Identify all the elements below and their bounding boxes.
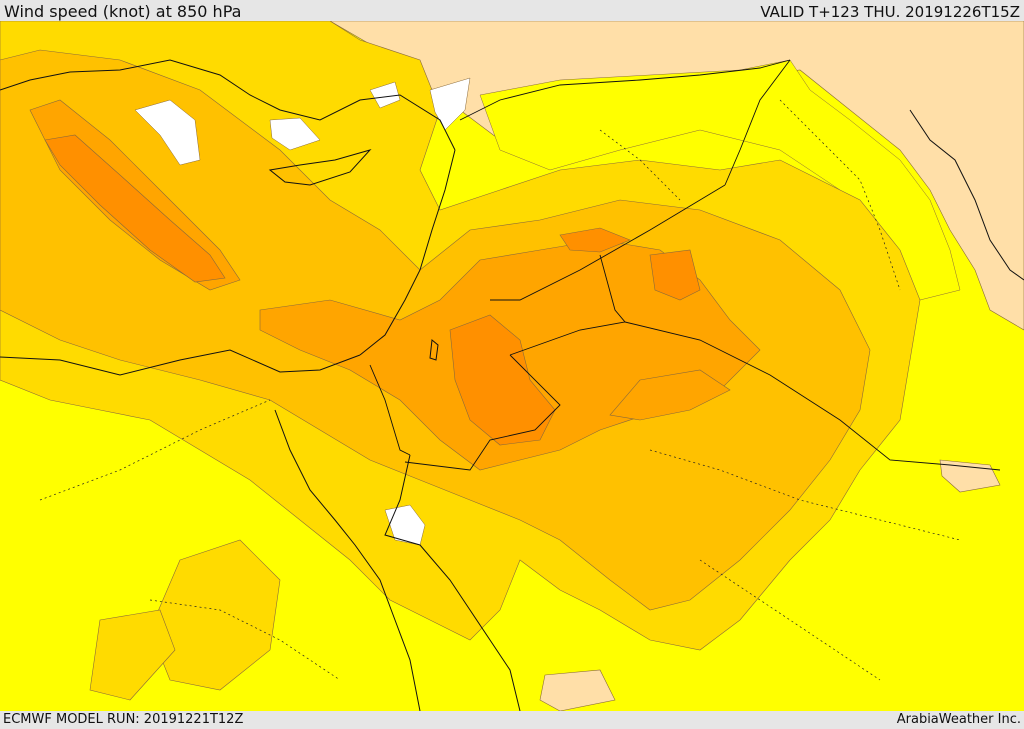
moderate-wind-band-north — [479, 59, 961, 301]
moderate-wind-region-south-west-2 — [89, 609, 176, 701]
gulf-of-suez-coastline — [274, 409, 421, 711]
model-run-label: ECMWF MODEL RUN: 20191221T12Z — [3, 712, 244, 727]
highest-wind-core-east — [649, 249, 701, 301]
calm-patch-3 — [369, 81, 401, 109]
cyprus-coastline — [268, 149, 372, 186]
saudi-iraq-border — [624, 321, 1001, 471]
map-canvas — [0, 21, 1024, 711]
persian-gulf-coastline — [909, 109, 1024, 281]
turkey-south-coastline — [0, 59, 456, 151]
higher-wind-region-east — [609, 369, 731, 421]
levant-coastline — [359, 149, 456, 356]
province-lines — [39, 99, 961, 681]
map-header: Wind speed (knot) at 850 hPa VALID T+123… — [0, 0, 1024, 21]
red-sea-east-coastline — [384, 454, 521, 711]
province-line-3 — [149, 599, 341, 681]
highest-wind-core-west — [44, 134, 226, 283]
calm-patch-1 — [134, 99, 201, 166]
map-title: Wind speed (knot) at 850 hPa — [4, 2, 242, 21]
credit-label: ArabiaWeather Inc. — [896, 712, 1021, 727]
valid-time-label: VALID T+123 THU. 20191226T15Z — [760, 3, 1020, 21]
calm-patch-2 — [269, 117, 321, 151]
highest-wind-core-north — [559, 227, 631, 253]
highest-wind-core-central — [449, 314, 556, 446]
north-africa-coastline — [0, 349, 361, 376]
province-line-6 — [599, 129, 681, 201]
calm-patch-5 — [384, 504, 426, 546]
light-wind-region-south — [539, 669, 616, 711]
wind-speed-map[interactable] — [0, 21, 1024, 711]
country-borders — [369, 59, 1001, 471]
dead-sea-outline — [429, 339, 439, 361]
saudi-north-border — [404, 354, 561, 471]
map-footer: ECMWF MODEL RUN: 20191221T12Z ArabiaWeat… — [0, 711, 1024, 729]
light-wind-region-east — [939, 459, 1001, 493]
coastlines — [0, 59, 1024, 711]
egypt-israel-border — [369, 364, 411, 456]
province-line-2 — [39, 399, 271, 501]
calm-patch-4 — [429, 77, 471, 131]
iraq-east-border — [724, 59, 791, 186]
turkey-syria-border — [459, 59, 791, 121]
province-line-5 — [699, 559, 881, 681]
syria-iraq-border — [490, 184, 726, 301]
